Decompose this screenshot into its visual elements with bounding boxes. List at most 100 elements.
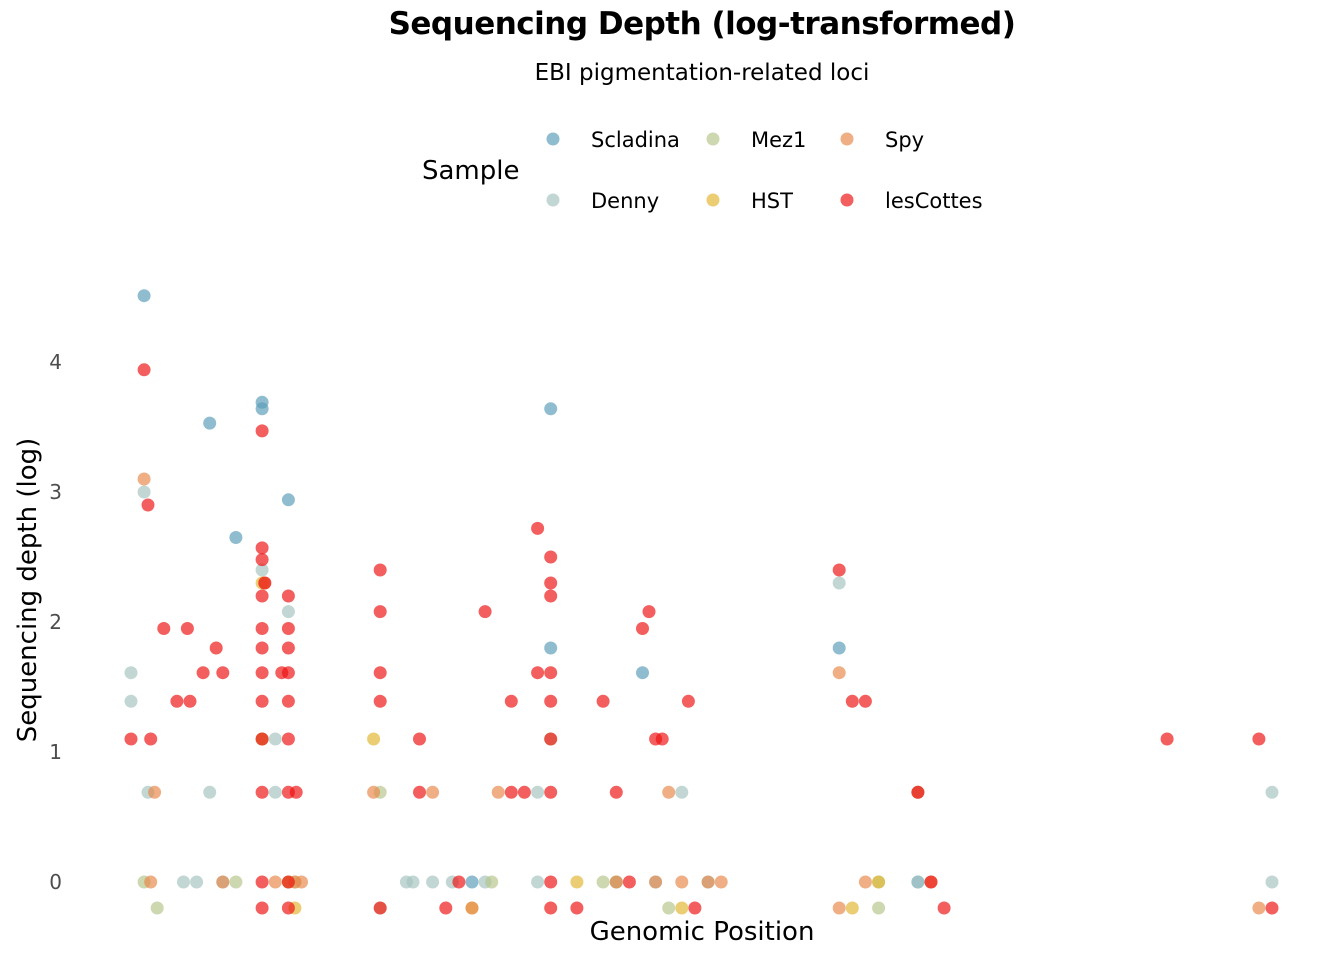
data-point — [255, 901, 269, 915]
legend-label: Mez1 — [751, 128, 806, 152]
data-point — [1160, 732, 1174, 746]
data-point — [544, 901, 558, 915]
data-point — [255, 553, 269, 567]
data-point — [203, 785, 217, 799]
data-point — [544, 576, 558, 590]
data-point — [177, 875, 190, 889]
series-denny — [124, 485, 1279, 889]
data-point — [570, 875, 584, 889]
data-point — [478, 605, 492, 619]
data-point — [570, 901, 584, 915]
data-point — [832, 563, 846, 577]
data-point — [675, 785, 689, 799]
y-tick-label: 3 — [49, 480, 62, 504]
data-point — [504, 785, 518, 799]
data-point — [255, 424, 269, 438]
data-point — [216, 875, 230, 889]
data-point — [255, 732, 269, 746]
data-point — [911, 785, 925, 799]
chart-title: Sequencing Depth (log-transformed) — [388, 6, 1016, 42]
data-point — [491, 785, 505, 799]
data-point — [544, 641, 558, 655]
data-point — [636, 666, 649, 680]
data-point — [268, 875, 282, 889]
y-tick-label: 0 — [49, 870, 62, 894]
data-point — [268, 785, 282, 799]
data-point — [544, 666, 558, 680]
y-axis-title: Sequencing depth (log) — [13, 438, 43, 743]
data-point — [544, 402, 558, 416]
data-point — [281, 694, 295, 708]
data-point — [832, 641, 846, 655]
series-lescottes — [124, 363, 1279, 915]
data-point — [544, 785, 558, 799]
data-point — [465, 901, 479, 915]
data-point — [289, 785, 303, 799]
data-point — [1252, 901, 1266, 915]
data-point — [596, 694, 610, 708]
legend-item-spy: Spy — [840, 128, 924, 152]
legend-label: HST — [751, 189, 793, 213]
data-point — [124, 732, 138, 746]
data-point — [281, 641, 295, 655]
data-point — [281, 875, 295, 889]
data-point — [275, 666, 289, 680]
data-point — [209, 641, 223, 655]
legend-label: Scladina — [591, 128, 680, 152]
data-point — [281, 589, 295, 603]
data-point — [203, 416, 217, 430]
data-point — [190, 875, 204, 889]
legend-title: Sample — [422, 156, 520, 186]
data-point — [531, 666, 545, 680]
legend-label: lesCottes — [885, 189, 983, 213]
data-point — [258, 576, 272, 590]
legend-key — [840, 132, 854, 146]
series-mez1 — [137, 732, 886, 915]
data-point — [183, 694, 197, 708]
y-tick-label: 1 — [49, 740, 62, 764]
data-point — [642, 605, 656, 619]
data-point — [255, 402, 269, 416]
data-point — [544, 589, 558, 603]
data-point — [148, 785, 162, 799]
data-point — [1252, 732, 1266, 746]
data-point — [281, 493, 295, 507]
data-point — [544, 875, 558, 889]
data-point — [858, 694, 872, 708]
y-axis-ticks: 0 1 2 3 4 — [49, 350, 62, 894]
data-point — [281, 605, 295, 619]
data-point — [141, 498, 155, 512]
data-point — [832, 901, 846, 915]
data-point — [255, 694, 269, 708]
data-point — [544, 694, 558, 708]
data-point — [373, 666, 387, 680]
data-point — [268, 732, 282, 746]
data-point — [465, 875, 479, 889]
y-tick-label: 2 — [49, 610, 62, 634]
data-point — [255, 589, 269, 603]
data-point — [485, 875, 499, 889]
data-point — [180, 622, 194, 635]
data-point — [452, 875, 466, 889]
data-point — [517, 785, 531, 799]
data-point — [406, 875, 420, 889]
series-spy — [137, 472, 1266, 915]
data-point — [675, 875, 689, 889]
legend-key — [546, 132, 560, 146]
data-point — [137, 363, 151, 377]
data-point — [150, 901, 164, 915]
data-point — [281, 901, 295, 915]
data-point — [662, 901, 676, 915]
data-point — [170, 694, 184, 708]
legend-key — [706, 132, 720, 146]
x-axis-title: Genomic Position — [590, 917, 815, 947]
data-point — [229, 531, 243, 544]
data-point — [872, 875, 886, 889]
legend-key — [706, 193, 720, 207]
data-point — [924, 875, 938, 889]
data-point — [373, 563, 387, 577]
data-point — [609, 785, 623, 799]
data-point — [439, 901, 453, 915]
data-point — [1265, 875, 1279, 889]
